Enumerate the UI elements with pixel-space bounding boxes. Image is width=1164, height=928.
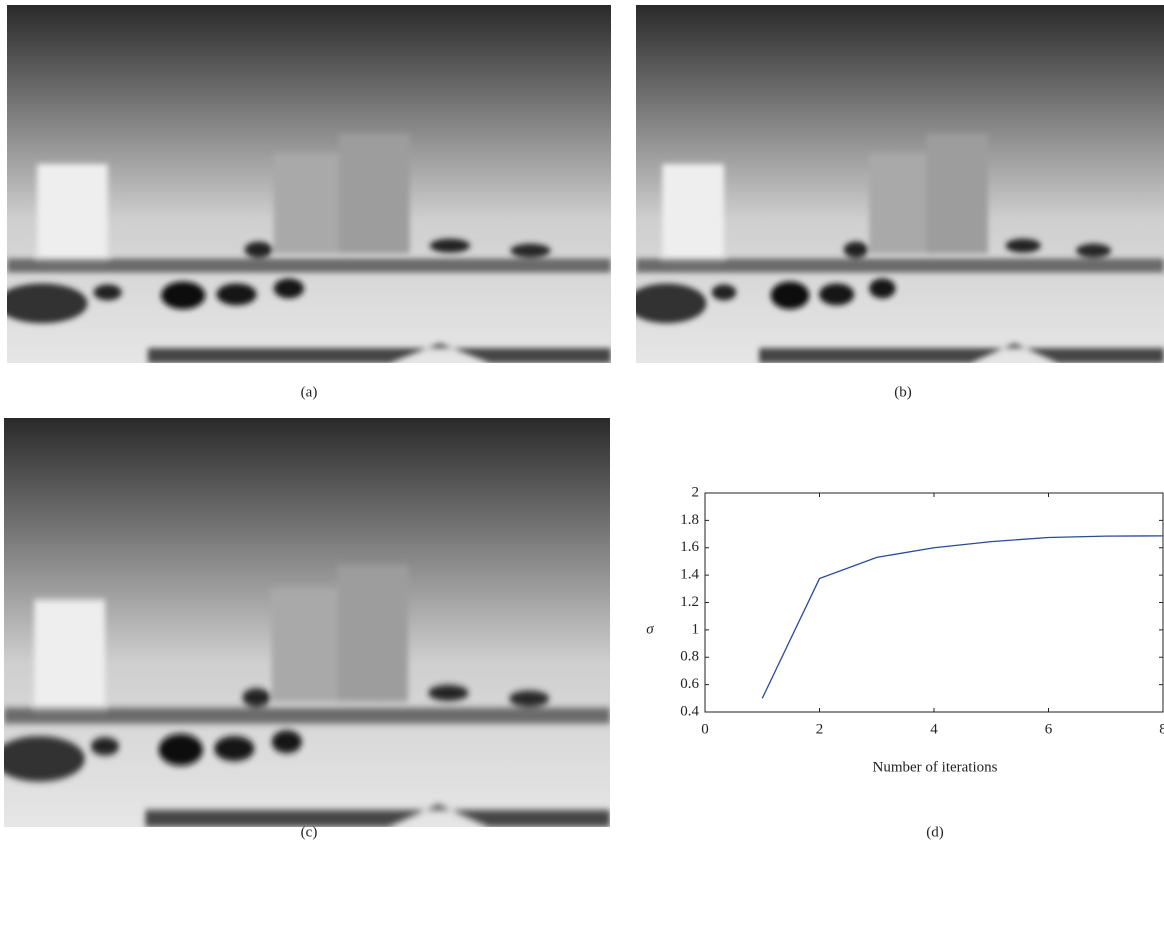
y-tick-label: 1.2 bbox=[680, 594, 699, 610]
caption: (b) bbox=[894, 384, 912, 400]
x-tick-label: 8 bbox=[1159, 721, 1164, 737]
y-axis-label: σ bbox=[646, 621, 654, 637]
image-a bbox=[0, 5, 611, 363]
image-c bbox=[0, 418, 610, 827]
y-tick-label: 0.6 bbox=[680, 676, 699, 692]
x-tick-label: 4 bbox=[930, 721, 938, 737]
y-tick-label: 0.8 bbox=[680, 649, 699, 665]
image-b bbox=[627, 5, 1164, 363]
y-tick-label: 1 bbox=[692, 621, 700, 637]
x-tick-label: 2 bbox=[816, 721, 824, 737]
y-tick-label: 1.4 bbox=[680, 567, 699, 583]
x-tick-label: 6 bbox=[1045, 721, 1053, 737]
y-tick-label: 1.8 bbox=[680, 512, 699, 528]
plot-frame bbox=[704, 492, 1164, 713]
data-line bbox=[761, 535, 1164, 699]
x-tick-label: 0 bbox=[701, 721, 709, 737]
caption: (a) bbox=[301, 384, 318, 400]
y-tick-label: 2 bbox=[692, 484, 700, 500]
y-tick-label: 1.6 bbox=[680, 539, 699, 555]
caption: (c) bbox=[301, 824, 318, 840]
caption: (d) bbox=[926, 824, 944, 840]
x-axis-label: Number of iterations bbox=[873, 759, 998, 775]
y-tick-label: 0.4 bbox=[680, 703, 699, 719]
